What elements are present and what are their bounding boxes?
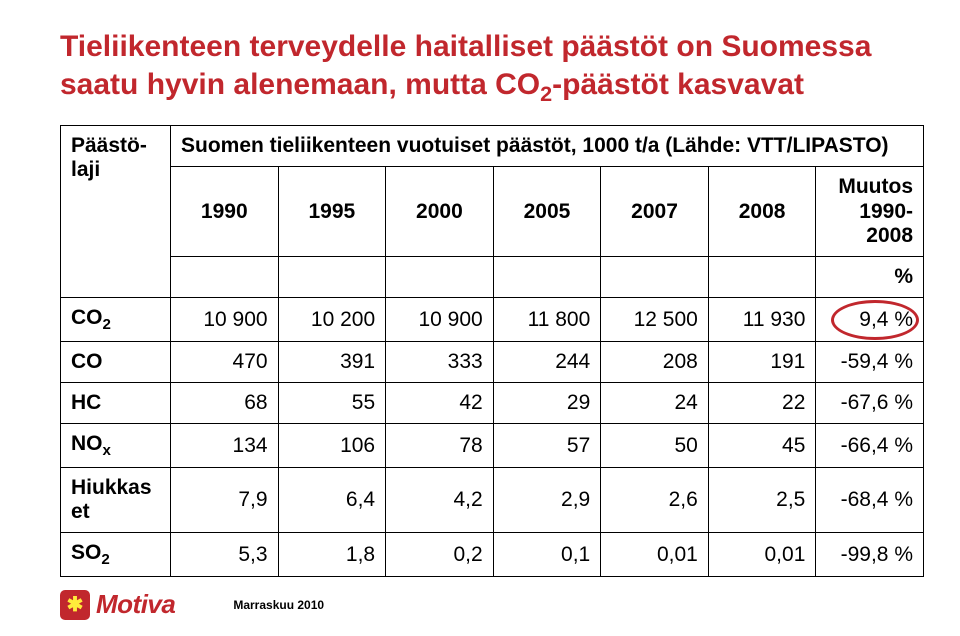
cell-value: 10 200: [278, 297, 386, 341]
cell-value: 106: [278, 424, 386, 468]
cell-change: -99,8 %: [816, 533, 924, 577]
muutos-header-l3: 2008: [866, 224, 913, 247]
blank-4: [601, 256, 709, 297]
blank-0: [171, 256, 279, 297]
title-line1: Tieliikenteen terveydelle haitalliset pä…: [60, 30, 871, 63]
cell-value: 2,5: [708, 468, 816, 533]
table-body: CO210 90010 20010 90011 80012 50011 9309…: [61, 297, 924, 577]
logo-mark-glyph: ✱: [67, 592, 84, 617]
blank-1: [278, 256, 386, 297]
cell-value: 45: [708, 424, 816, 468]
header-row-3: %: [61, 256, 924, 297]
table-row: SO25,31,80,20,10,010,01-99,8 %: [61, 533, 924, 577]
cell-value: 2,9: [493, 468, 601, 533]
cell-value: 134: [171, 424, 279, 468]
cell-change: -66,4 %: [816, 424, 924, 468]
cell-value: 191: [708, 342, 816, 383]
emissions-table-wrap: Päästö- laji Suomen tieliikenteen vuotui…: [60, 125, 924, 577]
year-header-4: 2007: [601, 167, 709, 256]
row-label: Hiukkaset: [61, 468, 171, 533]
cell-value: 5,3: [171, 533, 279, 577]
cell-value: 68: [171, 383, 279, 424]
muutos-unit: %: [816, 256, 924, 297]
corner-header-line1: Päästö-: [71, 134, 147, 157]
cell-value: 391: [278, 342, 386, 383]
title-line2b: -päästöt kasvavat: [552, 68, 804, 101]
cell-value: 57: [493, 424, 601, 468]
cell-value: 22: [708, 383, 816, 424]
footer: ✱ Motiva Marraskuu 2010: [60, 589, 324, 620]
group-header: Suomen tieliikenteen vuotuiset päästöt, …: [171, 126, 924, 167]
logo-text: Motiva: [96, 589, 175, 620]
table-row: Hiukkaset7,96,44,22,92,62,5-68,4 %: [61, 468, 924, 533]
corner-header-line2: laji: [71, 158, 100, 181]
row-label: CO2: [61, 297, 171, 341]
cell-value: 50: [601, 424, 709, 468]
cell-value: 0,01: [708, 533, 816, 577]
header-row-1: Päästö- laji Suomen tieliikenteen vuotui…: [61, 126, 924, 167]
cell-value: 11 800: [493, 297, 601, 341]
cell-value: 1,8: [278, 533, 386, 577]
table-row: CO210 90010 20010 90011 80012 50011 9309…: [61, 297, 924, 341]
cell-value: 10 900: [171, 297, 279, 341]
cell-value: 7,9: [171, 468, 279, 533]
row-label: NOx: [61, 424, 171, 468]
cell-value: 2,6: [601, 468, 709, 533]
logo-mark: ✱: [60, 590, 90, 620]
cell-value: 6,4: [278, 468, 386, 533]
slide-root: Tieliikenteen terveydelle haitalliset pä…: [0, 0, 960, 636]
row-label: CO: [61, 342, 171, 383]
cell-value: 42: [386, 383, 494, 424]
row-label: SO2: [61, 533, 171, 577]
cell-change: -67,6 %: [816, 383, 924, 424]
year-header-2: 2000: [386, 167, 494, 256]
year-header-3: 2005: [493, 167, 601, 256]
blank-5: [708, 256, 816, 297]
cell-value: 4,2: [386, 468, 494, 533]
emissions-table: Päästö- laji Suomen tieliikenteen vuotui…: [60, 125, 924, 577]
cell-change: -68,4 %: [816, 468, 924, 533]
cell-value: 11 930: [708, 297, 816, 341]
cell-change: 9,4 %: [816, 297, 924, 341]
table-row: CO470391333244208191-59,4 %: [61, 342, 924, 383]
table-row: NOx13410678575045-66,4 %: [61, 424, 924, 468]
table-row: HC685542292422-67,6 %: [61, 383, 924, 424]
header-row-2: 1990 1995 2000 2005 2007 2008 Muutos 199…: [61, 167, 924, 256]
slide-title: Tieliikenteen terveydelle haitalliset pä…: [60, 28, 924, 107]
row-label: HC: [61, 383, 171, 424]
title-line2-sub: 2: [540, 81, 552, 106]
corner-header: Päästö- laji: [61, 126, 171, 297]
cell-value: 10 900: [386, 297, 494, 341]
year-header-5: 2008: [708, 167, 816, 256]
cell-value: 244: [493, 342, 601, 383]
year-header-0: 1990: [171, 167, 279, 256]
cell-value: 208: [601, 342, 709, 383]
muutos-header-l1: Muutos: [838, 175, 913, 198]
cell-value: 470: [171, 342, 279, 383]
muutos-header-l2: 1990-: [859, 200, 913, 223]
cell-value: 12 500: [601, 297, 709, 341]
cell-value: 78: [386, 424, 494, 468]
cell-value: 55: [278, 383, 386, 424]
muutos-header: Muutos 1990- 2008: [816, 167, 924, 256]
blank-3: [493, 256, 601, 297]
blank-2: [386, 256, 494, 297]
cell-value: 0,1: [493, 533, 601, 577]
year-header-1: 1995: [278, 167, 386, 256]
title-line2a: saatu hyvin alenemaan, mutta CO: [60, 68, 540, 101]
cell-value: 333: [386, 342, 494, 383]
logo: ✱ Motiva: [60, 589, 175, 620]
cell-change: -59,4 %: [816, 342, 924, 383]
highlight-circle: [831, 300, 919, 340]
cell-value: 0,2: [386, 533, 494, 577]
cell-value: 24: [601, 383, 709, 424]
footer-date: Marraskuu 2010: [233, 598, 324, 612]
cell-value: 29: [493, 383, 601, 424]
cell-value: 0,01: [601, 533, 709, 577]
